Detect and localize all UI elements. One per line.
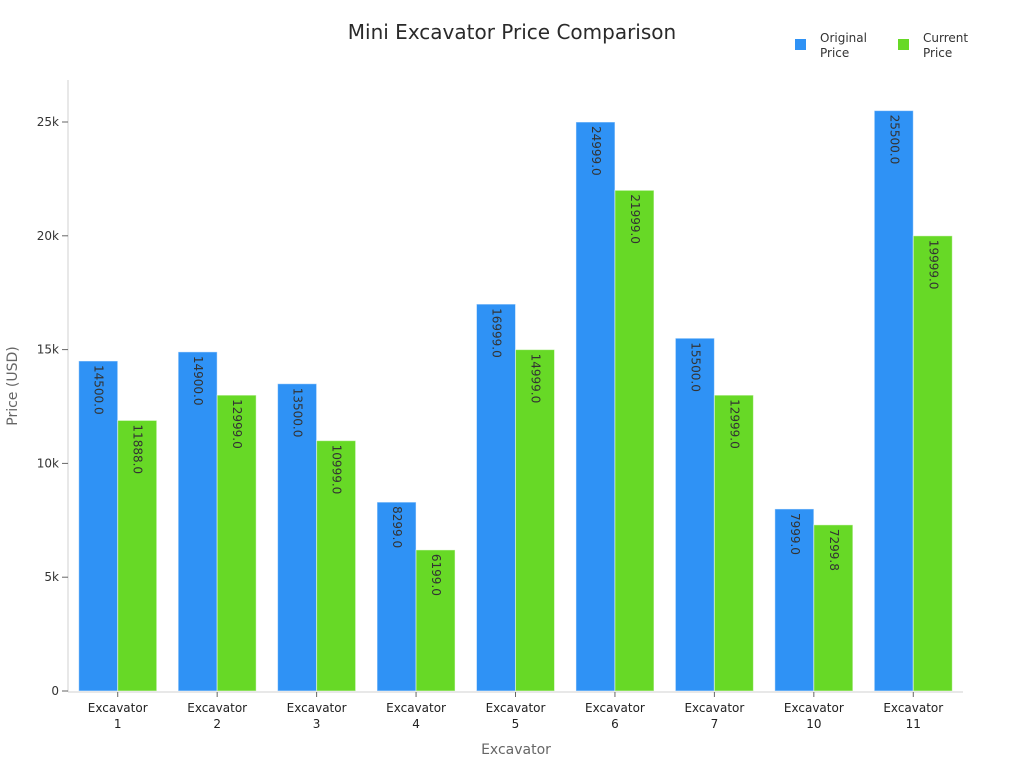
bar-value-label: 7299.8 [827, 529, 841, 571]
bar-value-label: 12999.0 [727, 399, 741, 449]
legend: Original Price Current Price [795, 31, 983, 61]
x-tick-label: 1 [114, 717, 122, 731]
legend-label-line: Current [923, 31, 969, 45]
bar-value-label: 14500.0 [92, 365, 106, 415]
legend-label-line: Price [820, 46, 850, 60]
bar-value-label: 10999.0 [330, 445, 344, 495]
bar-original-price[interactable] [674, 337, 715, 692]
bar-value-label: 8299.0 [390, 506, 404, 548]
bar-original-price[interactable] [78, 360, 119, 692]
bar-current-price[interactable] [216, 394, 257, 692]
x-tick-label: Excavator [187, 701, 247, 715]
bar-current-price[interactable] [912, 235, 953, 692]
bar-value-label: 11888.0 [131, 424, 145, 474]
legend-label-original: Original Price [820, 31, 880, 61]
x-axis-title: Excavator [481, 742, 551, 758]
bar-current-price[interactable] [316, 440, 357, 692]
x-tick-label: Excavator [486, 701, 546, 715]
x-tick-label: Excavator [386, 701, 446, 715]
bar-value-label: 7999.0 [788, 513, 802, 555]
x-tick-label: 4 [412, 717, 420, 731]
x-tick-label: 7 [711, 717, 719, 731]
bar-value-label: 19999.0 [926, 240, 940, 290]
x-tick-label: Excavator [585, 701, 645, 715]
bar-current-price[interactable] [614, 189, 655, 692]
y-tick-label: 10k [37, 456, 59, 470]
bar-original-price[interactable] [575, 121, 616, 692]
bar-original-price[interactable] [277, 383, 318, 692]
bar-value-label: 15500.0 [688, 342, 702, 392]
y-tick-label: 0 [51, 684, 59, 698]
chart-title: Mini Excavator Price Comparison [347, 20, 677, 44]
bar-value-label: 14999.0 [529, 354, 543, 404]
x-tick-label: 11 [906, 717, 921, 731]
y-tick-label: 20k [37, 229, 59, 243]
x-tick-label: 3 [313, 717, 321, 731]
bar-original-price[interactable] [873, 110, 914, 692]
bar-value-label: 12999.0 [230, 399, 244, 449]
legend-item-original-price[interactable]: Original Price [795, 31, 880, 61]
bar-value-label: 6199.0 [429, 554, 443, 596]
bar-value-label: 21999.0 [628, 194, 642, 244]
legend-label-line: Price [923, 46, 953, 60]
legend-swatch-original [795, 39, 806, 50]
legend-label-current: Current Price [923, 31, 983, 61]
bar-value-label: 16999.0 [490, 308, 504, 358]
legend-item-current-price[interactable]: Current Price [898, 31, 983, 61]
bar-original-price[interactable] [774, 508, 815, 692]
bar-current-price[interactable] [813, 524, 854, 692]
x-tick-label: 2 [213, 717, 221, 731]
bar-value-label: 14900.0 [191, 356, 205, 406]
bar-original-price[interactable] [376, 501, 417, 692]
bar-original-price[interactable] [177, 351, 218, 692]
bar-value-label: 13500.0 [291, 388, 305, 438]
legend-label-line: Original [820, 31, 867, 45]
bar-value-label: 25500.0 [887, 115, 901, 165]
x-tick-label: Excavator [88, 701, 148, 715]
bar-current-price[interactable] [713, 394, 754, 692]
legend-swatch-current [898, 39, 909, 50]
bar-current-price[interactable] [117, 419, 158, 692]
bar-current-price[interactable] [415, 549, 456, 692]
y-tick-label: 5k [44, 570, 59, 584]
x-tick-label: Excavator [784, 701, 844, 715]
bar-original-price[interactable] [476, 303, 516, 692]
x-tick-label: 5 [512, 717, 520, 731]
x-tick-label: Excavator [684, 701, 744, 715]
x-tick-label: 10 [806, 717, 821, 731]
bar-current-price[interactable] [515, 349, 555, 692]
x-tick-label: Excavator [883, 701, 943, 715]
y-tick-label: 25k [37, 115, 59, 129]
x-tick-label: 6 [611, 717, 619, 731]
x-tick-label: Excavator [287, 701, 347, 715]
y-tick-label: 15k [37, 343, 59, 357]
bar-value-label: 24999.0 [589, 126, 603, 176]
